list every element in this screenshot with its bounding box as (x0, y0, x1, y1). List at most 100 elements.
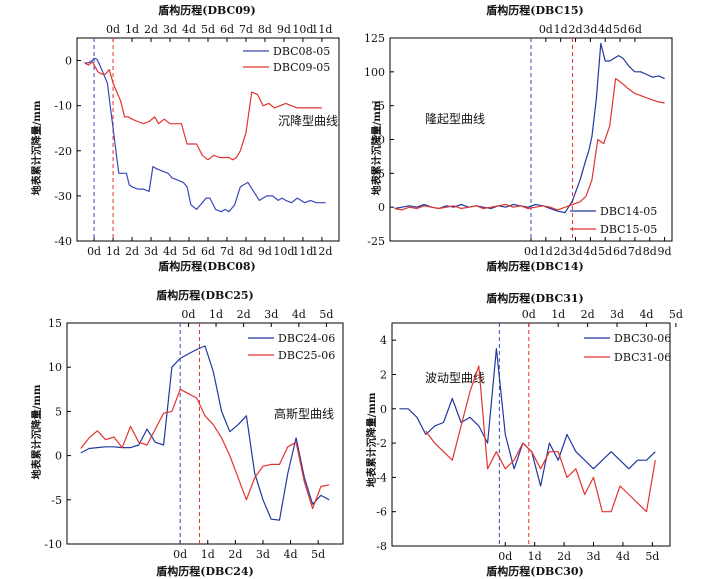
plot-frame (66, 322, 344, 545)
top-x-tick-label: 4d (292, 308, 306, 321)
x-tick-label: 0d (173, 548, 187, 561)
top-x-tick-label: 7d (239, 23, 253, 36)
y-tick-label: 25 (371, 167, 385, 180)
chart-bottom-axis-title: 盾构历程(DBC14) (486, 259, 584, 273)
y-tick-label: -2 (376, 437, 387, 450)
x-tick-label: 0d (498, 550, 512, 563)
chart-top-axis-title: 盾构历程(DBC15) (486, 3, 584, 17)
chart-bottom-axis-title: 盾构历程(DBC24) (156, 564, 254, 578)
top-x-tick-label: 9d (277, 23, 291, 36)
legend-label: DBC15-05 (600, 223, 657, 236)
x-tick-label: 3d (144, 245, 158, 258)
top-x-tick-label: 6d (220, 23, 234, 36)
y-tick-label: 5 (55, 405, 62, 418)
y-tick-label: 75 (371, 100, 385, 113)
y-tick-label: -40 (54, 235, 72, 248)
y-tick-label: -8 (376, 540, 387, 553)
x-tick-label: 7d (628, 245, 642, 258)
top-x-tick-label: 5d (669, 308, 683, 321)
y-tick-label: 100 (364, 66, 385, 79)
top-x-tick-label: 4d (598, 23, 612, 36)
legend-label: DBC24-06 (278, 332, 335, 345)
y-tick-label: 125 (364, 32, 385, 45)
chart-panel-gaussian: 盾构历程(DBC25) 盾构历程(DBC24) 地表累计沉降量/mm 高斯型曲线… (30, 288, 344, 578)
x-tick-label: 0d (87, 245, 101, 258)
y-tick-label: -10 (44, 538, 62, 551)
legend-label: DBC09-05 (273, 61, 330, 74)
top-x-tick-label: 0d (539, 23, 553, 36)
chart-top-axis-title: 盾构历程(DBC09) (158, 3, 256, 17)
x-tick-label: 2d (228, 548, 242, 561)
top-x-tick-label: 1d (209, 308, 223, 321)
y-tick-label: 0 (380, 403, 387, 416)
series-line (84, 61, 322, 161)
x-tick-label: 3d (569, 245, 583, 258)
top-x-tick-label: 1d (554, 23, 568, 36)
top-x-tick-label: 2d (569, 23, 583, 36)
chart-bottom-axis-title: 盾构历程(DBC08) (158, 259, 256, 273)
chart-y-axis-title: 地表累计沉降量/mm (365, 392, 378, 487)
y-tick-label: 4 (380, 334, 387, 347)
x-tick-label: 8d (239, 245, 253, 258)
x-tick-label: 10d (273, 245, 294, 258)
chart-panel-settlement: 盾构历程(DBC09) 盾构历程(DBC08) 地表累计沉降量/mm 沉降型曲线… (30, 3, 340, 273)
x-tick-label: 6d (613, 245, 627, 258)
top-x-tick-label: 5d (613, 23, 627, 36)
series-line (80, 345, 330, 521)
legend-label: DBC30-06 (614, 332, 671, 345)
top-x-tick-label: 11d (311, 23, 332, 36)
curve-type-annotation: 波动型曲线 (425, 371, 485, 385)
y-tick-label: 0 (65, 55, 72, 68)
series-line (425, 365, 656, 513)
y-tick-label: -30 (54, 190, 72, 203)
top-x-tick-label: 3d (163, 23, 177, 36)
chart-y-axis-title: 地表累计沉降量/mm (370, 100, 383, 195)
top-x-tick-label: 10d (292, 23, 313, 36)
x-tick-label: 6d (201, 245, 215, 258)
top-x-tick-label: 3d (583, 23, 597, 36)
chart-y-axis-title: 地表累计沉降量/mm (30, 100, 43, 195)
x-tick-label: 12d (311, 245, 332, 258)
x-tick-label: 5d (182, 245, 196, 258)
top-x-tick-label: 3d (264, 308, 278, 321)
chart-bottom-axis-title: 盾构历程(DBC30) (486, 564, 584, 578)
series-line (84, 57, 326, 213)
top-x-tick-label: 0d (181, 308, 195, 321)
chart-top-axis-title: 盾构历程(DBC25) (156, 288, 254, 302)
x-tick-label: 9d (258, 245, 272, 258)
top-x-tick-label: 2d (237, 308, 251, 321)
y-tick-label: 10 (48, 361, 62, 374)
series-line (394, 77, 665, 211)
top-x-tick-label: 0d (106, 23, 120, 36)
x-tick-label: 7d (220, 245, 234, 258)
top-x-tick-label: 4d (639, 308, 653, 321)
x-tick-label: 4d (583, 245, 597, 258)
chart-panel-uplift: 盾构历程(DBC15) 盾构历程(DBC14) 地表累计沉降量/mm 隆起型曲线… (364, 3, 673, 273)
top-x-tick-label: 1d (551, 308, 565, 321)
curve-type-annotation: 沉降型曲线 (278, 114, 338, 128)
series-line (80, 388, 330, 510)
x-tick-label: 5d (645, 550, 659, 563)
y-tick-label: 2 (380, 368, 387, 381)
x-tick-label: 1d (528, 550, 542, 563)
legend-label: DBC08-05 (273, 45, 330, 58)
x-tick-label: 2d (554, 245, 568, 258)
x-tick-label: 3d (586, 550, 600, 563)
x-tick-label: 2d (557, 550, 571, 563)
chart-top-axis-title: 盾构历程(DBC31) (486, 291, 584, 305)
top-x-tick-label: 0d (522, 308, 536, 321)
x-tick-label: 5d (311, 548, 325, 561)
x-tick-label: 4d (163, 245, 177, 258)
x-tick-label: 9d (658, 245, 672, 258)
chart-y-axis-title: 地表累计沉降量/mm (30, 384, 43, 479)
series-line (399, 348, 656, 487)
y-tick-label: 0 (378, 201, 385, 214)
top-x-tick-label: 3d (610, 308, 624, 321)
legend-label: DBC31-06 (614, 351, 671, 364)
top-x-tick-label: 4d (182, 23, 196, 36)
top-x-tick-label: 2d (144, 23, 158, 36)
y-tick-label: -4 (376, 471, 387, 484)
top-x-tick-label: 5d (319, 308, 333, 321)
chart-panel-fluctuation: 盾构历程(DBC31) 盾构历程(DBC30) 地表累计沉降量/mm 波动型曲线… (365, 291, 683, 578)
